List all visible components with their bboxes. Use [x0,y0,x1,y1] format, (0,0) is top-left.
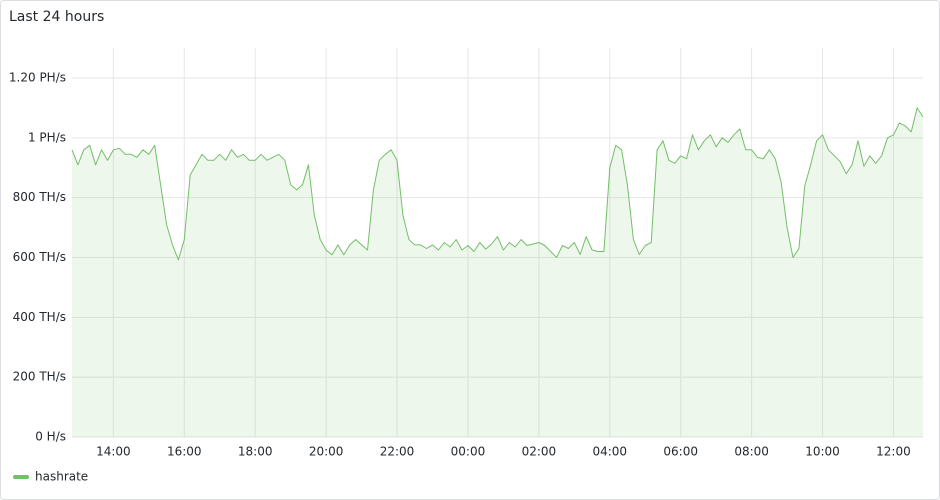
panel-title: Last 24 hours [9,9,104,25]
legend-label: hashrate [35,470,88,484]
x-tick-label: 20:00 [309,445,344,459]
series-line [71,107,924,261]
x-tick-label: 18:00 [238,445,273,459]
x-tick-label: 14:00 [96,445,131,459]
x-tick-label: 22:00 [380,445,415,459]
x-tick-label: 00:00 [451,445,486,459]
y-tick-label: 1 PH/s [28,130,66,144]
y-tick-label: 0 H/s [35,430,66,444]
series-area [72,107,923,438]
x-tick-label: 12:00 [876,445,911,459]
x-tick-label: 06:00 [663,445,698,459]
y-tick-label: 800 TH/s [13,190,66,204]
y-tick-label: 200 TH/s [13,370,66,384]
x-tick-label: 10:00 [805,445,840,459]
x-tick-label: 16:00 [167,445,202,459]
x-tick-label: 02:00 [522,445,557,459]
y-tick-label: 400 TH/s [13,310,66,324]
x-tick-label: 04:00 [592,445,627,459]
y-tick-label: 600 TH/s [13,250,66,264]
y-tick-label: 1.20 PH/s [9,71,66,85]
x-tick-label: 08:00 [734,445,769,459]
